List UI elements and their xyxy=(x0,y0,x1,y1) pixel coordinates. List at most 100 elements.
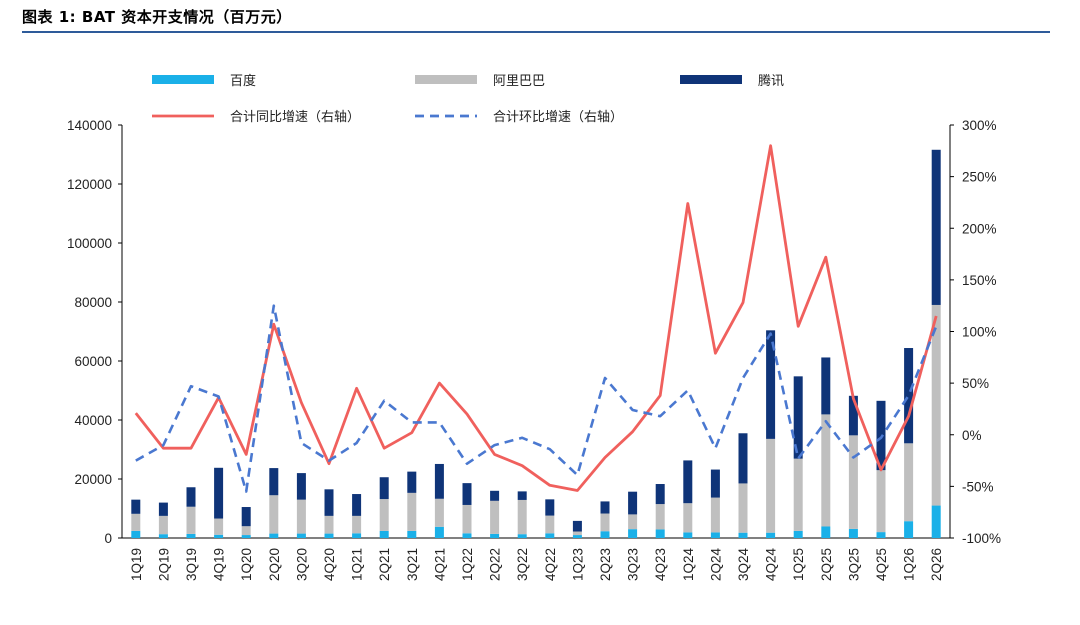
x-tick-label: 2Q21 xyxy=(377,548,392,581)
bar-tencent xyxy=(904,348,914,444)
x-tick-label: 3Q21 xyxy=(405,548,420,581)
bar-tencent xyxy=(848,395,858,436)
right-tick-label: 50% xyxy=(962,376,989,391)
bar-tencent xyxy=(517,491,527,500)
x-tick-label: 2Q25 xyxy=(819,548,834,581)
x-tick-label: 4Q20 xyxy=(322,548,337,581)
bar-tencent xyxy=(600,501,610,514)
chart-title: 图表 1: BAT 资本开支情况（百万元） xyxy=(22,8,292,26)
x-tick-label: 3Q25 xyxy=(846,548,861,581)
bar-baidu xyxy=(214,534,224,538)
bar-tencent xyxy=(710,469,720,498)
bar-baidu xyxy=(572,535,582,538)
bar-baidu xyxy=(379,530,389,538)
left-tick-label: 100000 xyxy=(67,236,112,251)
right-tick-label: 300% xyxy=(962,118,997,133)
bar-baidu xyxy=(710,532,720,538)
bar-baidu xyxy=(490,533,500,538)
bar-baidu xyxy=(766,532,776,538)
right-tick-label: -100% xyxy=(962,531,1001,546)
bar-alibaba xyxy=(655,504,665,530)
legend-tencent-swatch xyxy=(680,75,742,84)
bar-alibaba xyxy=(683,503,693,533)
bar-tencent xyxy=(241,507,251,527)
x-tick-label: 3Q20 xyxy=(294,548,309,581)
bar-tencent xyxy=(158,502,168,516)
bar-baidu xyxy=(904,521,914,538)
bar-tencent xyxy=(572,520,582,532)
bar-baidu xyxy=(545,533,555,538)
bar-alibaba xyxy=(352,515,362,534)
x-tick-label: 3Q22 xyxy=(515,548,530,581)
bar-alibaba xyxy=(324,515,334,534)
bar-alibaba xyxy=(296,499,306,534)
bar-alibaba xyxy=(186,506,196,534)
right-tick-label: 100% xyxy=(962,325,997,340)
x-tick-label: 2Q26 xyxy=(929,548,944,581)
bar-tencent xyxy=(462,483,472,505)
bar-tencent xyxy=(434,463,444,499)
legend-yoy-label: 合计同比增速（右轴） xyxy=(230,110,360,125)
bar-tencent xyxy=(766,330,776,439)
legend-alibaba-swatch xyxy=(415,75,477,84)
bar-baidu xyxy=(158,534,168,538)
bar-alibaba xyxy=(848,435,858,529)
x-tick-label: 2Q23 xyxy=(598,548,613,581)
x-tick-label: 1Q26 xyxy=(902,548,917,581)
bar-tencent xyxy=(407,471,417,493)
right-tick-label: 250% xyxy=(962,170,997,185)
x-tick-label: 1Q25 xyxy=(791,548,806,581)
bar-tencent xyxy=(324,489,334,516)
bar-alibaba xyxy=(821,414,831,527)
left-tick-label: 80000 xyxy=(74,295,112,310)
bar-tencent xyxy=(628,491,638,515)
x-tick-label: 1Q24 xyxy=(681,548,696,582)
left-tick-label: 140000 xyxy=(67,118,112,133)
x-tick-label: 3Q23 xyxy=(626,548,641,581)
bar-alibaba xyxy=(462,504,472,534)
left-tick-label: 60000 xyxy=(74,354,112,369)
x-tick-label: 4Q19 xyxy=(212,548,227,581)
bar-alibaba xyxy=(710,497,720,533)
bar-alibaba xyxy=(407,492,417,531)
x-tick-label: 2Q22 xyxy=(488,548,503,581)
x-tick-label: 3Q19 xyxy=(184,548,199,581)
bar-baidu xyxy=(600,531,610,538)
bar-alibaba xyxy=(766,438,776,533)
right-tick-label: 150% xyxy=(962,273,997,288)
bar-baidu xyxy=(462,533,472,538)
x-tick-label: 4Q23 xyxy=(653,548,668,581)
bar-tencent xyxy=(683,460,693,504)
line-qoq-growth xyxy=(135,304,938,493)
bar-alibaba xyxy=(628,514,638,530)
bar-alibaba xyxy=(876,470,886,533)
legend-baidu-label: 百度 xyxy=(230,73,256,89)
legend-baidu-swatch xyxy=(152,75,214,84)
bar-alibaba xyxy=(904,443,914,522)
bar-alibaba xyxy=(600,513,610,532)
x-tick-label: 1Q23 xyxy=(570,548,585,581)
bar-tencent xyxy=(655,484,665,505)
right-tick-label: 0% xyxy=(962,428,982,443)
bar-alibaba xyxy=(434,498,444,527)
bar-baidu xyxy=(628,529,638,538)
x-tick-label: 4Q21 xyxy=(432,548,447,581)
x-tick-label: 1Q19 xyxy=(129,548,144,581)
bar-alibaba xyxy=(793,458,803,531)
bar-alibaba xyxy=(158,515,168,535)
bar-alibaba xyxy=(269,495,279,534)
bar-tencent xyxy=(352,494,362,516)
bar-baidu xyxy=(296,533,306,538)
bar-alibaba xyxy=(517,499,527,535)
bar-baidu xyxy=(241,535,251,538)
bar-tencent xyxy=(379,477,389,500)
bar-baidu xyxy=(407,530,417,538)
title-rule xyxy=(22,31,1050,33)
bar-alibaba xyxy=(131,513,141,531)
bar-baidu xyxy=(655,529,665,538)
bar-alibaba xyxy=(379,499,389,531)
bar-alibaba xyxy=(738,483,748,533)
left-tick-label: 0 xyxy=(104,531,112,546)
bar-baidu xyxy=(931,505,941,538)
